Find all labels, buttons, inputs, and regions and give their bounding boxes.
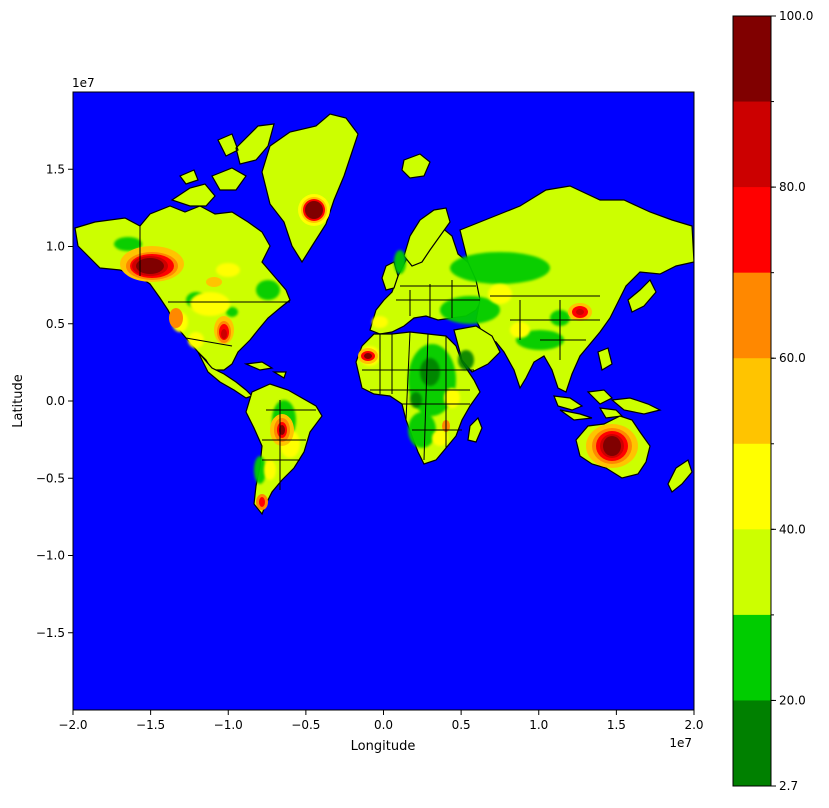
colorbar-tick-label: 20.0 (779, 693, 806, 707)
colorbar-tick-label: 40.0 (779, 522, 806, 536)
colorbar-tick-label: 80.0 (779, 180, 806, 194)
colorbar-tick-label: 100.0 (779, 9, 813, 23)
colorbar-tick-label: 60.0 (779, 351, 806, 365)
hotspot-australia (586, 424, 638, 468)
x-tick-label: −1.0 (214, 718, 243, 732)
x-tick-label: −1.5 (136, 718, 165, 732)
colorbar-level (733, 700, 771, 786)
hotspot-sahara (358, 348, 378, 364)
y-axis-exponent: 1e7 (72, 76, 95, 90)
colorbar: 100.0 80.0 60.0 40.0 20.0 2.7 (733, 9, 813, 793)
colorbar-level (733, 187, 771, 273)
hotspot-china (568, 303, 592, 321)
colorbar-level (733, 529, 771, 615)
y-tick-label: 0.0 (46, 394, 65, 408)
x-tick-label: 1.0 (529, 718, 548, 732)
x-axis-label: Longitude (351, 739, 416, 754)
x-tick-label: 2.0 (684, 718, 703, 732)
colorbar-level (733, 16, 771, 102)
colorbar-level (733, 358, 771, 444)
x-tick-label: 0.0 (374, 718, 393, 732)
x-tick-label: −0.5 (291, 718, 320, 732)
colorbar-level (733, 273, 771, 359)
hotspot-greenland (298, 194, 330, 226)
x-axis-exponent: 1e7 (669, 736, 692, 750)
x-axis: −2.0 −1.5 −1.0 −0.5 0.0 0.5 1.0 1.5 2.0 (58, 710, 703, 732)
y-tick-label: 0.5 (46, 317, 65, 331)
colorbar-level (733, 444, 771, 530)
colorbar-tick-label: 2.7 (779, 779, 798, 793)
y-tick-label: −0.5 (36, 471, 65, 485)
y-tick-label: −1.0 (36, 549, 65, 563)
x-tick-label: 0.5 (452, 718, 471, 732)
hotspot-alaska (120, 246, 184, 282)
y-tick-label: 1.0 (46, 240, 65, 254)
x-tick-label: −2.0 (58, 718, 87, 732)
colorbar-level (733, 615, 771, 701)
colorbar-level (733, 102, 771, 188)
x-tick-label: 1.5 (607, 718, 626, 732)
y-tick-label: −1.5 (36, 626, 65, 640)
y-axis-label: Latitude (11, 374, 26, 428)
y-tick-label: 1.5 (46, 162, 65, 176)
y-axis: 1.5 1.0 0.5 0.0 −0.5 −1.0 −1.5 (36, 162, 73, 640)
